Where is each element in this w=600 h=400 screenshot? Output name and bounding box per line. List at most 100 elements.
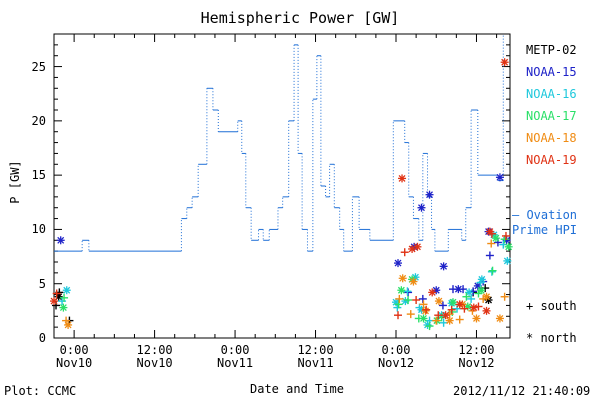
series-noaa-16 (58, 230, 512, 329)
legend-item: NOAA-15 (526, 65, 577, 79)
north-star-marker (439, 262, 448, 271)
ovation-series (54, 34, 504, 252)
south-plus-marker (394, 311, 403, 320)
south-plus-marker (500, 292, 509, 301)
x-tick-label-time: 0:00 (59, 343, 89, 357)
north-star-marker (504, 242, 513, 251)
north-star-marker (491, 234, 500, 243)
south-plus-marker (487, 239, 496, 248)
north-star-marker (56, 236, 65, 245)
north-star-marker (503, 256, 512, 265)
north-star-marker (482, 292, 491, 301)
north-star-marker (394, 259, 403, 268)
south-plus-marker (400, 248, 409, 257)
legend-item: NOAA-19 (526, 153, 577, 167)
north-star-marker (495, 314, 504, 323)
south-plus-marker (406, 310, 415, 319)
south-plus-marker (501, 231, 510, 240)
north-star-marker (445, 316, 454, 325)
north-star-marker (423, 320, 432, 329)
ovation-legend-label: — Ovation Prime HPI (512, 208, 578, 237)
north-star-marker (472, 314, 481, 323)
south-plus-marker (438, 301, 447, 310)
north-star-marker (477, 275, 486, 284)
x-tick-label-date: Nov10 (136, 356, 173, 370)
x-axis-label: Date and Time (250, 382, 344, 396)
north-star-marker (398, 274, 407, 283)
x-tick-label-time: 0:00 (381, 343, 411, 357)
south-plus-marker (460, 304, 469, 313)
south-plus-marker (474, 302, 483, 311)
south-plus-marker (462, 292, 471, 301)
south-plus-marker (52, 289, 61, 298)
x-tick-label-time: 12:00 (297, 343, 334, 357)
series-noaa-19 (50, 58, 510, 320)
plot-timestamp: 2012/11/12 21:40:09 (453, 384, 591, 398)
x-tick-label-time: 12:00 (458, 343, 495, 357)
north-star-marker (434, 297, 443, 306)
south-plus-marker (403, 287, 412, 296)
legend-item: NOAA-16 (526, 87, 577, 101)
south-plus-marker (447, 305, 456, 314)
south-plus-marker (439, 318, 448, 327)
north-star-marker (477, 286, 486, 295)
x-tick-label-date: Nov12 (377, 356, 415, 370)
y-tick-label: 15 (31, 168, 46, 183)
south-plus-marker (434, 311, 443, 320)
south-plus-marker (453, 304, 462, 313)
legend-item: NOAA-17 (526, 109, 577, 123)
south-plus-marker (455, 315, 464, 324)
north-star-marker (398, 174, 407, 183)
y-tick-label: 10 (31, 222, 46, 237)
plot-frame (53, 33, 511, 339)
south-plus-marker (419, 300, 428, 309)
north-star-marker (50, 297, 58, 306)
south-plus-marker (425, 322, 434, 331)
north-star-marker (419, 314, 428, 323)
north-star-marker (500, 58, 509, 67)
north-star-marker (455, 300, 464, 309)
axes (53, 33, 511, 339)
x-tick-label-date: Nov11 (216, 356, 254, 370)
north-star-marker (62, 286, 71, 295)
south-plus-marker (412, 296, 421, 304)
x-tick-label-date: Nov11 (297, 356, 334, 370)
north-star-marker (413, 242, 422, 251)
legend-item: METP-02 (526, 43, 577, 57)
north-star-marker (469, 303, 478, 312)
south-plus-marker (60, 293, 69, 302)
y-tick-label: 20 (31, 113, 46, 128)
north-star-marker (425, 190, 434, 199)
satellite-points (50, 58, 513, 331)
south-plus-marker (488, 266, 497, 275)
south-plus-marker (467, 294, 476, 303)
south-plus-marker (432, 316, 441, 325)
north-star-marker (409, 277, 418, 286)
y-tick-label: 5 (38, 276, 46, 291)
south-plus-marker (395, 294, 404, 303)
south-plus-marker (422, 305, 431, 314)
north-star-marker (449, 298, 457, 307)
y-tick-label: 25 (31, 59, 46, 74)
north-star-marker (417, 203, 426, 212)
series-noaa-15 (56, 173, 511, 310)
north-star-marker (495, 173, 504, 182)
x-tick-label-time: 0:00 (220, 343, 250, 357)
south-plus-marker (404, 296, 413, 304)
y-tick-label: 0 (38, 331, 46, 345)
x-tick-label-time: 12:00 (136, 343, 173, 357)
x-tick-label-date: Nov10 (56, 356, 93, 370)
north-star-marker (397, 286, 406, 295)
north-star-marker (454, 285, 463, 294)
north-star-marker (485, 227, 494, 236)
north-star-marker (64, 320, 73, 329)
north-star-marker (59, 303, 68, 312)
plot-credit: Plot: CCMC (4, 384, 77, 398)
x-tick-label-date: Nov12 (458, 356, 495, 370)
legend-item: NOAA-18 (526, 131, 577, 145)
legend-north-marker: * north (526, 331, 577, 345)
chart-title: Hemispheric Power [GW] (200, 9, 400, 27)
legend-south-marker: + south (526, 299, 577, 313)
north-star-marker (428, 288, 437, 297)
